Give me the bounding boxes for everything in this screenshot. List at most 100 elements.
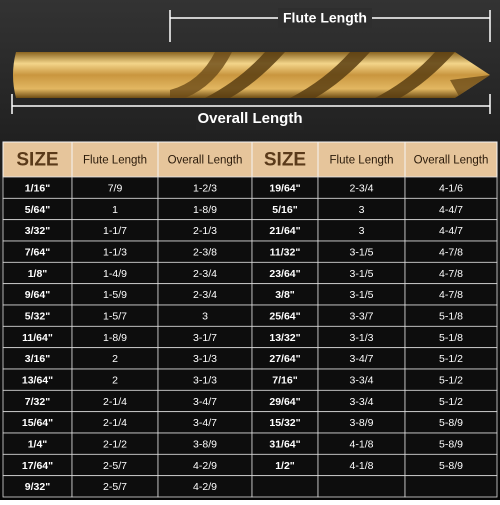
length-cell: 4-7/8	[439, 289, 463, 301]
length-cell: 4-1/8	[350, 460, 374, 472]
length-cell: 3-8/9	[350, 417, 374, 429]
header-label: Flute Length	[83, 155, 147, 167]
length-cell: 4-7/8	[439, 246, 463, 258]
header-cell	[251, 141, 319, 178]
length-cell: 1-1/3	[103, 246, 127, 258]
size-cell: 3/32"	[25, 225, 50, 237]
header-cell	[317, 141, 406, 178]
length-cell: 5-1/2	[439, 353, 463, 365]
length-cell: 2-3/4	[193, 268, 217, 280]
length-cell: 2-1/3	[193, 225, 217, 237]
length-cell: 1-8/9	[103, 332, 127, 344]
length-cell: 3	[202, 310, 208, 322]
size-cell: 11/64"	[22, 332, 53, 344]
size-table: SIZE Flute Length Overall Length SIZE Flute …	[2, 141, 498, 498]
length-cell: 4-4/7	[439, 225, 463, 237]
length-cell: 4-1/8	[350, 438, 374, 450]
length-cell: 2-1/4	[103, 396, 127, 408]
length-cell: 5-8/9	[439, 417, 463, 429]
drill-bit	[13, 52, 490, 98]
flute-dimension: Flute Length	[169, 8, 491, 42]
length-cell: 2-5/7	[103, 460, 127, 472]
length-cell: 1-2/3	[193, 182, 217, 194]
length-cell: 2	[112, 353, 118, 365]
size-cell: 9/64"	[25, 289, 50, 301]
size-cell: 19/64"	[269, 182, 300, 194]
length-cell: 2-3/4	[193, 289, 217, 301]
size-cell: 9/32"	[25, 481, 50, 493]
header-cell	[71, 141, 159, 178]
length-cell: 1-8/9	[193, 204, 217, 216]
size-cell: 13/64"	[22, 374, 53, 386]
length-cell: 1-4/9	[103, 268, 127, 280]
table-cell	[404, 475, 498, 498]
header-label: SIZE	[264, 150, 306, 171]
size-cell: 5/32"	[25, 310, 50, 322]
size-cell: 11/32"	[270, 246, 301, 258]
size-cell: 7/64"	[25, 246, 50, 258]
size-cell: 5/64"	[25, 204, 50, 216]
size-cell: 7/32"	[25, 396, 50, 408]
size-cell: 1/16"	[25, 182, 50, 194]
length-cell: 3-1/3	[193, 374, 217, 386]
size-cell: 7/16"	[272, 374, 297, 386]
size-cell: 21/64"	[269, 225, 300, 237]
size-cell: 23/64"	[269, 268, 300, 280]
size-cell: 15/32"	[269, 417, 300, 429]
size-cell: 27/64"	[269, 353, 300, 365]
length-cell: 3	[359, 204, 365, 216]
length-cell: 4-7/8	[439, 268, 463, 280]
length-cell: 4-1/6	[439, 182, 463, 194]
flute-length-label: Flute Length	[283, 10, 367, 26]
length-cell: 5-1/8	[439, 332, 463, 344]
length-cell: 3-1/5	[350, 268, 374, 280]
length-cell: 3-1/5	[350, 289, 374, 301]
length-cell: 5-1/2	[439, 396, 463, 408]
length-cell: 3-3/4	[350, 374, 374, 386]
size-cell: 1/8"	[28, 268, 48, 280]
length-cell: 2-1/2	[103, 438, 127, 450]
length-cell: 3-1/5	[350, 246, 374, 258]
header-label: Flute Length	[330, 155, 394, 167]
length-cell: 4-2/9	[193, 481, 217, 493]
length-cell: 5-1/8	[439, 310, 463, 322]
length-cell: 2-3/8	[193, 246, 217, 258]
length-cell: 5-1/2	[439, 374, 463, 386]
length-cell: 3-1/3	[350, 332, 374, 344]
length-cell: 1-1/7	[103, 225, 127, 237]
length-cell: 3-3/4	[350, 396, 374, 408]
header-label: Overall Length	[168, 155, 243, 167]
length-cell: 3-1/3	[193, 353, 217, 365]
length-cell: 2-3/4	[350, 182, 374, 194]
overall-length-label: Overall Length	[197, 110, 302, 127]
size-cell: 29/64"	[269, 396, 300, 408]
length-cell: 3	[359, 225, 365, 237]
length-cell: 2-1/4	[103, 417, 127, 429]
length-cell: 1-5/9	[103, 289, 127, 301]
length-cell: 3-8/9	[193, 438, 217, 450]
overall-dimension: Overall Length	[11, 94, 491, 130]
length-cell: 3-4/7	[193, 417, 217, 429]
length-cell: 2	[112, 374, 118, 386]
header-label: Overall Length	[414, 155, 489, 167]
header-label: SIZE	[16, 150, 58, 171]
size-cell: 13/32"	[269, 332, 300, 344]
length-cell: 5-8/9	[439, 438, 463, 450]
table-cell	[317, 475, 406, 498]
header-cell	[157, 141, 253, 178]
size-cell: 1/2"	[275, 460, 295, 472]
length-cell: 4-4/7	[439, 204, 463, 216]
size-cell: 31/64"	[269, 438, 300, 450]
length-cell: 1	[112, 204, 118, 216]
length-cell: 2-5/7	[103, 481, 127, 493]
size-cell: 5/16"	[272, 204, 297, 216]
size-cell: 17/64"	[22, 460, 53, 472]
length-cell: 1-5/7	[103, 310, 127, 322]
size-cell: 1/4"	[28, 438, 48, 450]
table-cell	[251, 475, 319, 498]
size-cell: 3/16"	[25, 353, 50, 365]
length-cell: 3-1/7	[193, 332, 217, 344]
length-cell: 3-3/7	[350, 310, 374, 322]
length-cell: 5-8/9	[439, 460, 463, 472]
